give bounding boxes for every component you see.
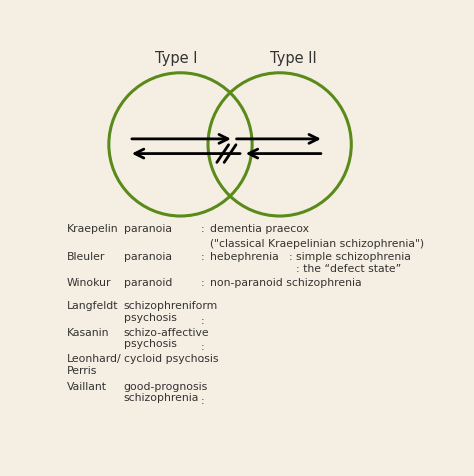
Text: non-paranoid schizophrenia: non-paranoid schizophrenia — [210, 278, 362, 288]
Text: dementia praecox: dementia praecox — [210, 224, 309, 234]
Text: paranoid: paranoid — [124, 278, 172, 288]
Text: simple schizophrenia
: the “defect state”: simple schizophrenia : the “defect state… — [296, 251, 411, 273]
Text: Kasanin: Kasanin — [66, 327, 109, 337]
Text: Type II: Type II — [270, 51, 316, 66]
Text: Type I: Type I — [155, 51, 197, 66]
Text: paranoia: paranoia — [124, 251, 172, 261]
Text: paranoia: paranoia — [124, 224, 172, 234]
Text: Vaillant: Vaillant — [66, 381, 107, 391]
Text: :: : — [201, 315, 204, 325]
Text: schizophreniform
psychosis: schizophreniform psychosis — [124, 300, 218, 322]
Text: Winokur: Winokur — [66, 278, 111, 288]
Text: :: : — [201, 224, 204, 234]
Text: Leonhard/
Perris: Leonhard/ Perris — [66, 353, 121, 375]
Text: :: : — [201, 278, 204, 288]
Text: :: : — [201, 396, 204, 406]
Text: :: : — [201, 353, 204, 363]
Text: schizo-affective
psychosis: schizo-affective psychosis — [124, 327, 209, 348]
Text: :: : — [289, 251, 292, 261]
Text: good-prognosis
schizophrenia: good-prognosis schizophrenia — [124, 381, 208, 402]
Text: Bleuler: Bleuler — [66, 251, 105, 261]
Text: hebephrenia: hebephrenia — [210, 251, 279, 261]
Text: :: : — [201, 342, 204, 351]
Text: ("classical Kraepelinian schizophrenia"): ("classical Kraepelinian schizophrenia") — [210, 238, 424, 248]
Text: :: : — [201, 251, 204, 261]
Text: cycloid psychosis: cycloid psychosis — [124, 353, 218, 363]
Text: Kraepelin: Kraepelin — [66, 224, 118, 234]
Text: Langfeldt: Langfeldt — [66, 300, 118, 310]
